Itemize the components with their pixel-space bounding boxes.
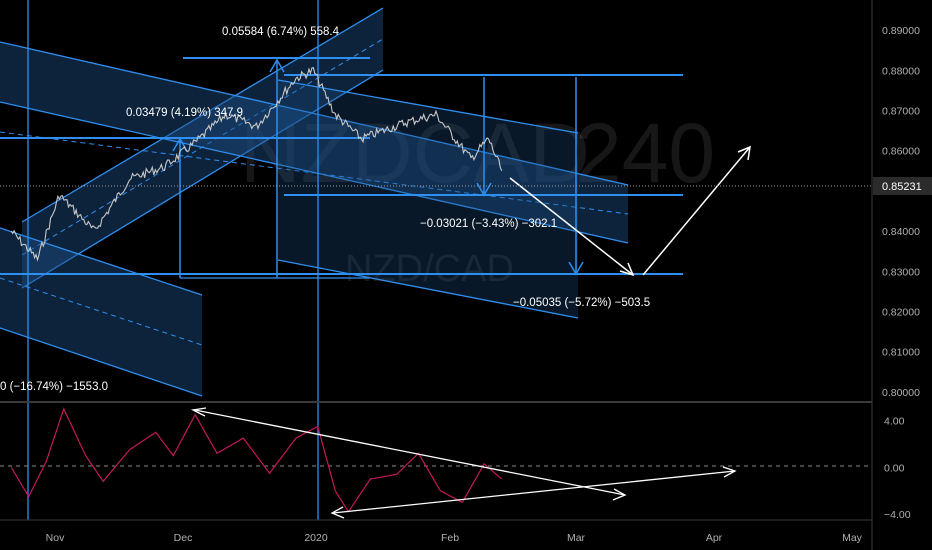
annotation-range-2: 0.03479 (4.19%) 347.9 bbox=[126, 107, 243, 119]
price-tick-label: 0.82000 bbox=[882, 307, 920, 319]
forecast-path-down[interactable] bbox=[509, 177, 634, 276]
oscillator-trendline-down[interactable] bbox=[194, 409, 626, 496]
time-axis[interactable]: Nov Dec 2020 Feb Mar Apr May bbox=[46, 532, 863, 544]
time-tick-label: Apr bbox=[706, 532, 723, 544]
oscillator-tick-label: −4.00 bbox=[884, 509, 911, 521]
current-price-badge: 0.85231 bbox=[873, 177, 932, 195]
lower-channel-upper[interactable] bbox=[0, 227, 203, 296]
ascending-channel-upper[interactable] bbox=[21, 7, 384, 223]
drawings-layer[interactable] bbox=[0, 0, 751, 520]
price-series-line[interactable] bbox=[10, 67, 503, 262]
arrowhead-down-long bbox=[568, 261, 584, 276]
oscillator-trendline-up[interactable] bbox=[332, 470, 736, 514]
oscillator-series-line[interactable] bbox=[10, 407, 503, 513]
lower-channel-fill bbox=[0, 228, 202, 396]
forecast-arrowhead-up bbox=[737, 145, 751, 161]
lower-channel-lower[interactable] bbox=[0, 327, 203, 397]
oscillator-tick-label: 4.00 bbox=[884, 416, 905, 428]
oscillator-arrowhead-up bbox=[722, 466, 737, 478]
forecast-path-up[interactable] bbox=[642, 146, 751, 276]
price-tick-label: 0.86000 bbox=[882, 146, 920, 158]
descending-channel-upper[interactable] bbox=[0, 41, 629, 186]
price-tick-label: 0.80000 bbox=[882, 387, 920, 399]
annotation-range-1: 0.05584 (6.74%) 558.4 bbox=[222, 26, 340, 38]
descending-channel-fill bbox=[0, 42, 628, 243]
annotation-range-3: −0.03021 (−3.43%) −302.1 bbox=[420, 218, 557, 230]
recent-channel-upper[interactable] bbox=[277, 79, 579, 134]
annotations: 0.05584 (6.74%) 558.4 0.03479 (4.19%) 34… bbox=[0, 26, 650, 393]
price-tick-label: 0.87000 bbox=[882, 106, 920, 118]
time-tick-label: Nov bbox=[46, 532, 65, 544]
oscillator-drawings[interactable] bbox=[190, 407, 737, 519]
price-tick-label: 0.88000 bbox=[882, 65, 920, 77]
price-tick-label: 0.84000 bbox=[882, 226, 920, 238]
forecast-arrowhead-down bbox=[619, 262, 635, 277]
time-tick-label: Dec bbox=[174, 532, 193, 544]
annotation-range-5: 0 (−16.74%) −1553.0 bbox=[0, 381, 108, 393]
price-tick-label: 0.81000 bbox=[882, 347, 920, 359]
watermark-pair: NZD/CAD bbox=[345, 248, 514, 290]
time-tick-label: 2020 bbox=[304, 532, 328, 544]
time-tick-label: May bbox=[842, 532, 863, 544]
current-price-label: 0.85231 bbox=[882, 181, 922, 193]
recent-channel-lower[interactable] bbox=[277, 259, 579, 319]
oscillator-axis[interactable]: 4.00 0.00 −4.00 bbox=[884, 416, 911, 521]
arrowhead-down-short bbox=[476, 182, 492, 197]
oscillator-tick-label: 0.00 bbox=[884, 462, 905, 474]
oscillator-arrowhead-left bbox=[190, 407, 207, 417]
oscillator-arrowhead-right bbox=[330, 506, 345, 519]
price-axis[interactable]: 0.800000.810000.820000.830000.840000.850… bbox=[882, 25, 920, 399]
watermark-interval: 240 bbox=[575, 106, 715, 200]
time-tick-label: Mar bbox=[567, 532, 586, 544]
ascending-channel-lower[interactable] bbox=[21, 69, 384, 289]
arrowhead-up-long bbox=[269, 58, 285, 73]
price-tick-label: 0.89000 bbox=[882, 25, 920, 37]
price-tick-label: 0.83000 bbox=[882, 266, 920, 278]
annotation-range-4: −0.05035 (−5.72%) −503.5 bbox=[513, 297, 650, 309]
recent-channel-fill bbox=[278, 80, 578, 318]
oscillator-arrowhead-down bbox=[612, 488, 627, 501]
descending-channel-mid[interactable] bbox=[0, 131, 629, 215]
time-tick-label: Feb bbox=[441, 532, 459, 544]
